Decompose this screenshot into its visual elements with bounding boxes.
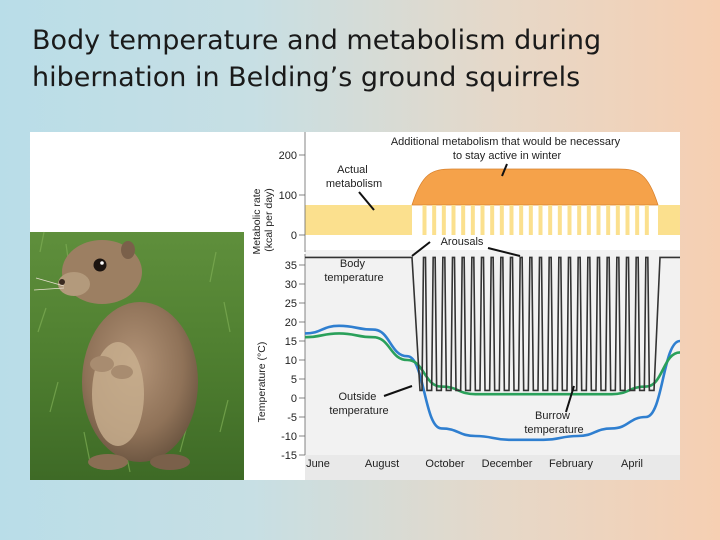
- actual-leader: [358, 191, 375, 211]
- additional-leader: [501, 163, 508, 177]
- x-axis-band: [305, 455, 680, 480]
- additional-metabolism-area: [411, 168, 659, 206]
- arousal-metabolism-spike: [557, 205, 562, 235]
- arousal-metabolism-spike: [470, 205, 475, 235]
- burrow-annotation-line1: Burrow: [535, 410, 570, 422]
- arousal-metabolism-spike: [625, 205, 630, 235]
- arousal-metabolism-spike: [596, 205, 601, 235]
- arousal-metabolism-spike: [577, 205, 582, 235]
- metabolism-y-label-line1: Metabolic rate: [251, 188, 263, 254]
- squirrel-illustration: [30, 132, 244, 480]
- arousal-metabolism-spike: [499, 205, 504, 235]
- temperature-tick-label: 15: [285, 336, 297, 348]
- metabolism-tick-label: 200: [279, 150, 297, 162]
- burrow-temperature-line: [304, 332, 680, 396]
- x-tick-label: August: [365, 458, 399, 470]
- arousal-metabolism-spike: [441, 205, 446, 235]
- temperature-tick-label: 25: [285, 298, 297, 310]
- arousal-metabolism-spike: [490, 205, 495, 235]
- metabolism-y-label-line2: (kcal per day): [263, 188, 275, 252]
- x-tick-label: December: [482, 458, 533, 470]
- arousal-spikes: [422, 205, 649, 235]
- annotation-leaders: [358, 163, 575, 413]
- actual-metabolism-annotation: Actual metabolism: [326, 164, 382, 190]
- outside-annotation-line2: temperature: [329, 405, 388, 417]
- temperature-y-ticks: 35 30 25 20 15 10 5 0 -5 -10 -15: [281, 260, 305, 462]
- temperature-tick-label: -5: [287, 412, 297, 424]
- temperature-tick-label: 20: [285, 317, 297, 329]
- arousal-metabolism-spike: [538, 205, 543, 235]
- arousal-metabolism-spike: [644, 205, 649, 235]
- outside-temperature-annotation: Outside temperature: [329, 391, 388, 417]
- additional-annotation-line1: Additional metabolism that would be nece…: [391, 136, 621, 148]
- arousal-metabolism-spike: [586, 205, 591, 235]
- additional-metabolism-annotation: Additional metabolism that would be nece…: [391, 136, 623, 162]
- arousal-metabolism-spike: [509, 205, 514, 235]
- outside-temperature-line: [304, 324, 680, 442]
- arousal-metabolism-spike: [615, 205, 620, 235]
- arousal-metabolism-spike: [461, 205, 466, 235]
- temperature-plot-area: [305, 250, 680, 455]
- temperature-tick-label: -15: [281, 450, 297, 462]
- arousals-leader-1: [411, 241, 431, 257]
- hibernation-figure: 200 100 0 35 30 25 20 15 10 5 0 -5 -10 -15 June Augus…: [244, 132, 680, 480]
- actual-annotation-line1: Actual: [337, 164, 368, 176]
- metabolism-y-ticks: 200 100 0: [279, 150, 305, 242]
- burrow-leader: [565, 385, 575, 413]
- arousal-metabolism-spike: [635, 205, 640, 235]
- temperature-tick-label: 10: [285, 355, 297, 367]
- arousal-metabolism-spike: [422, 205, 427, 235]
- outside-leader: [383, 385, 413, 397]
- hibernation-chart: 200 100 0 35 30 25 20 15 10 5 0 -5 -10 -15 June Augus…: [251, 132, 680, 480]
- outside-annotation-line1: Outside: [339, 391, 377, 403]
- temperature-tick-label: 35: [285, 260, 297, 272]
- x-tick-label: February: [549, 458, 594, 470]
- arousals-leader-2: [487, 247, 521, 257]
- arousal-metabolism-spike: [567, 205, 572, 235]
- metabolism-tick-label: 100: [279, 190, 297, 202]
- slide-title: Body temperature and metabolism during h…: [32, 25, 602, 93]
- temperature-tick-label: 30: [285, 279, 297, 291]
- arousal-metabolism-spike: [606, 205, 611, 235]
- temperature-y-label: Temperature (°C): [256, 342, 268, 423]
- body-annotation-line1: Body: [340, 258, 366, 270]
- arousal-metabolism-spike: [528, 205, 533, 235]
- arousal-metabolism-spike: [519, 205, 524, 235]
- actual-metabolism-area: [305, 205, 680, 235]
- arousal-metabolism-spike: [451, 205, 456, 235]
- body-annotation-line2: temperature: [324, 272, 383, 284]
- actual-annotation-line2: metabolism: [326, 178, 382, 190]
- x-tick-label: April: [621, 458, 643, 470]
- body-temperature-annotation: Body temperature: [324, 258, 383, 284]
- x-axis-ticks: June August October December February April: [306, 458, 643, 470]
- arousal-metabolism-spike: [548, 205, 553, 235]
- arousal-metabolism-spike: [432, 205, 437, 235]
- temperature-tick-label: 0: [291, 393, 297, 405]
- burrow-temperature-annotation: Burrow temperature: [524, 410, 583, 436]
- temperature-tick-label: -10: [281, 431, 297, 443]
- x-tick-label: June: [306, 458, 330, 470]
- arousals-annotation: Arousals: [441, 236, 484, 248]
- metabolism-tick-label: 0: [291, 230, 297, 242]
- arousal-metabolism-spike: [480, 205, 485, 235]
- temperature-tick-label: 5: [291, 374, 297, 386]
- burrow-annotation-line2: temperature: [524, 424, 583, 436]
- additional-annotation-line2: to stay active in winter: [453, 150, 562, 162]
- metabolism-y-label: Metabolic rate (kcal per day): [251, 186, 275, 255]
- x-tick-label: October: [425, 458, 464, 470]
- squirrel-photo: [30, 132, 244, 480]
- body-temperature-line: [305, 256, 680, 392]
